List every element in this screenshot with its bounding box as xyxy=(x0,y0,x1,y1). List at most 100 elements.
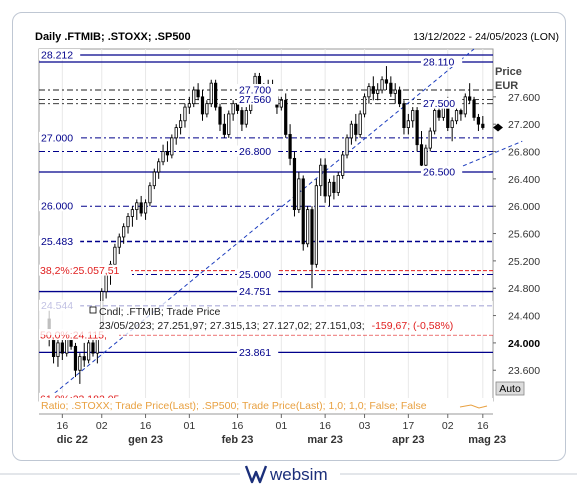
x-month-label: mar 23 xyxy=(307,434,342,446)
level-label-bg xyxy=(39,49,81,61)
candle-body xyxy=(200,96,205,115)
candle-body xyxy=(376,89,380,94)
candle-body xyxy=(345,137,349,156)
y-tick-label: 25.600 xyxy=(508,229,540,241)
level-label: 28.110 xyxy=(423,56,454,68)
level-label: 25.483 xyxy=(41,236,73,248)
y-tick-label: 26.800 xyxy=(508,147,540,159)
ratio-line xyxy=(459,404,488,409)
level-label: 26.500 xyxy=(423,167,455,179)
level-label-bg xyxy=(421,166,463,178)
candle-body xyxy=(323,164,327,197)
fib-label: 38,2%:25.057,51 xyxy=(40,265,120,277)
candle-body xyxy=(419,144,424,166)
candle-body xyxy=(472,99,476,118)
candle-body xyxy=(358,113,362,135)
candle-body xyxy=(437,110,441,118)
candle-body xyxy=(161,151,165,163)
candle-body xyxy=(424,147,428,166)
candle-body xyxy=(481,123,485,128)
x-tick-label: 03 xyxy=(359,420,371,432)
x-tick-label: 17 xyxy=(403,420,415,432)
candle-body xyxy=(73,345,78,371)
candle-body xyxy=(174,127,178,139)
x-tick-label: 01 xyxy=(184,420,196,432)
x-month-label: mag 23 xyxy=(468,434,506,446)
level-label-bg xyxy=(39,131,81,143)
candle-body xyxy=(126,216,130,228)
candle-body xyxy=(152,171,156,187)
auto-button-bg[interactable] xyxy=(495,381,525,396)
candle-body xyxy=(371,86,375,94)
x-axis: 16 02 16 01 16 01 16 03 17 02 16 dic 22 gen 23 feb 23… xyxy=(39,413,506,446)
candle-body xyxy=(91,342,95,354)
y-tick-label: 24.400 xyxy=(508,311,540,323)
level-label-bg xyxy=(237,84,279,96)
candle-body xyxy=(402,103,406,129)
candle-body xyxy=(393,89,397,94)
candle-body xyxy=(433,110,437,132)
candle-body xyxy=(148,185,152,204)
y-tick-label: 26.400 xyxy=(508,174,540,186)
x-month-label: apr 23 xyxy=(392,434,424,446)
candle-body xyxy=(341,154,345,176)
candle-body xyxy=(314,185,318,265)
candle-body xyxy=(297,178,301,211)
candle-body xyxy=(157,161,161,173)
level-label: 28.212 xyxy=(41,50,73,62)
candles xyxy=(47,66,503,384)
websim-mark-icon xyxy=(244,465,268,484)
y-tick-label: 24.000 xyxy=(508,338,540,350)
candle-body xyxy=(463,96,467,115)
level-label: 27.560 xyxy=(239,94,271,106)
level-label-bg xyxy=(39,235,81,247)
candle-body xyxy=(113,246,117,265)
level-label: 27.700 xyxy=(239,85,271,97)
candle-body xyxy=(183,106,187,122)
candle-body xyxy=(218,106,222,125)
candle-body xyxy=(56,342,60,357)
level-label: 26.800 xyxy=(239,146,271,158)
x-tick-label: 16 xyxy=(319,420,331,432)
info-ohlc: 23/05/2023; 27.251,97; 27.315,13; 27.127… xyxy=(99,320,365,332)
candle-body xyxy=(367,86,371,98)
candle-body xyxy=(397,89,402,105)
level-label-bg xyxy=(237,93,279,105)
candle-body xyxy=(411,110,415,122)
level-label: 27.500 xyxy=(423,98,455,110)
x-tick-label: 16 xyxy=(140,420,152,432)
candle-body xyxy=(222,123,226,135)
x-tick-label: 02 xyxy=(96,420,108,432)
candle-body xyxy=(205,103,209,115)
level-label: 27.000 xyxy=(41,132,73,144)
price-axis-label: Price xyxy=(495,66,522,78)
info-box xyxy=(39,301,493,335)
candle-body xyxy=(332,181,336,193)
y-tick-label: 26.000 xyxy=(508,201,540,213)
candle-body xyxy=(428,130,432,149)
candle-body xyxy=(349,123,354,139)
candle-body xyxy=(319,164,323,187)
candle-body xyxy=(389,82,393,94)
candle-body xyxy=(165,151,170,156)
level-label-bg xyxy=(237,285,279,297)
x-tick-label: 01 xyxy=(275,420,287,432)
auto-button[interactable]: Auto xyxy=(499,383,521,395)
candle-body xyxy=(415,110,419,146)
y-tick-label: 27.600 xyxy=(508,92,540,104)
candle-body xyxy=(284,99,288,135)
candle-body xyxy=(60,342,64,354)
candle-body xyxy=(117,236,121,248)
level-label: 25.000 xyxy=(239,269,271,281)
info-line-2: 23/05/2023; 27.251,97; 27.315,13; 27.127… xyxy=(99,320,453,332)
level-label-bg xyxy=(39,200,81,212)
candle-body xyxy=(288,134,292,159)
level-label-bg xyxy=(237,346,279,358)
candle-body xyxy=(130,209,135,217)
info-marker xyxy=(89,306,97,314)
candle-body xyxy=(122,226,126,238)
date-range: 13/12/2022 - 24/05/2023 (LON) xyxy=(413,31,559,43)
candle-body xyxy=(450,120,454,129)
candle-body xyxy=(244,110,248,125)
candle-body xyxy=(143,202,148,214)
